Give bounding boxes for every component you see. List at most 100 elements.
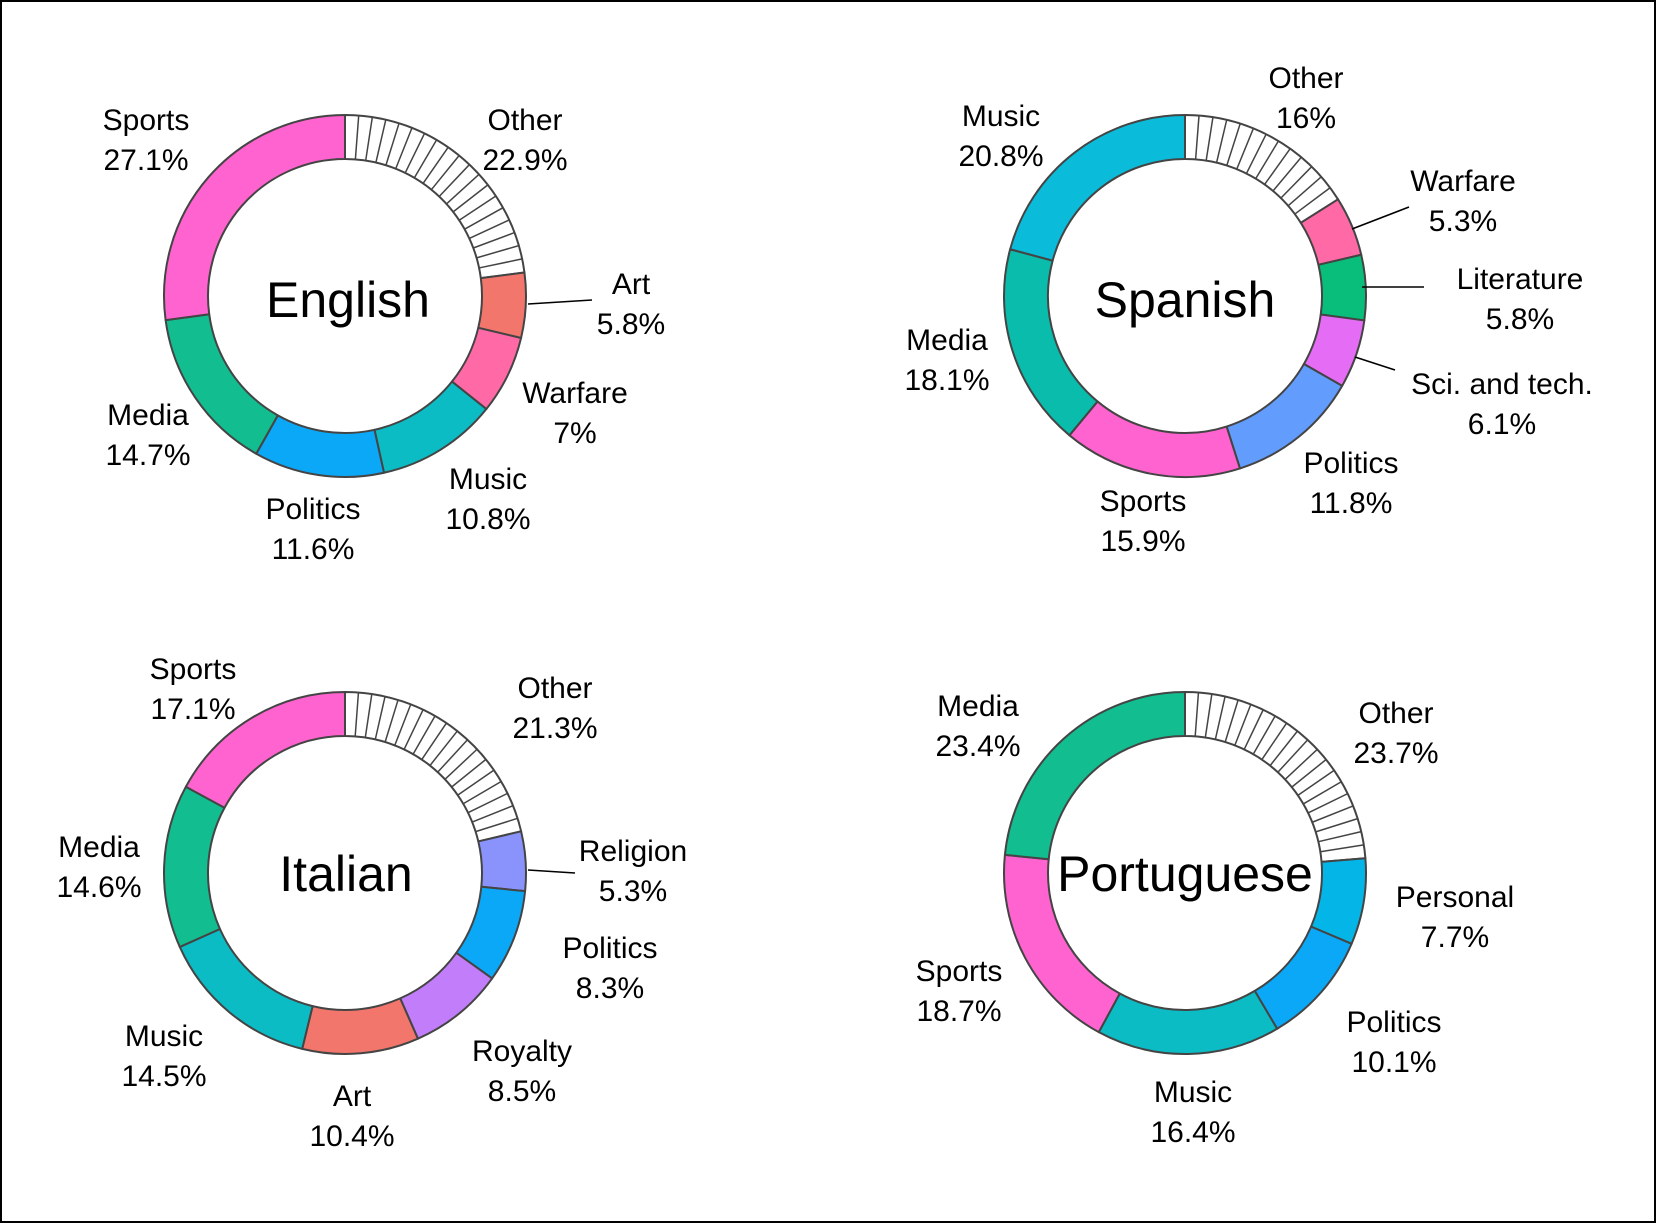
slice-value-art: 5.8% bbox=[597, 308, 665, 341]
slice-value-religion: 5.3% bbox=[599, 875, 667, 908]
slice-label-art: Art bbox=[333, 1080, 372, 1113]
slice-value-warfare: 5.3% bbox=[1429, 205, 1497, 238]
donut-chart-portuguese: Other 23.7% Personal 7.7% Politics 10.1% Music… bbox=[916, 690, 1515, 1149]
other-subdivision-line bbox=[1269, 730, 1298, 767]
slice-value-politics: 8.3% bbox=[576, 972, 644, 1005]
slice-value-media: 14.7% bbox=[105, 439, 190, 472]
slice-value-media: 23.4% bbox=[935, 730, 1020, 763]
slice-label-music: Music bbox=[449, 463, 527, 496]
other-subdivision-line bbox=[1280, 166, 1313, 199]
other-subdivision-line bbox=[1261, 722, 1288, 761]
slice-label-music: Music bbox=[125, 1020, 203, 1053]
slice-label-sports: Sports bbox=[150, 653, 237, 686]
slice-value-other: 16% bbox=[1276, 102, 1336, 135]
other-subdivision-line bbox=[1234, 704, 1252, 746]
slice-label-religion: Religion bbox=[579, 835, 687, 868]
label-leader-line bbox=[1351, 206, 1410, 230]
donut-slice-sports bbox=[184, 691, 346, 809]
donut-chart-italian: Other 21.3% Religion 5.3% Politics 8.3%Royalt… bbox=[56, 653, 687, 1153]
slice-value-sports: 15.9% bbox=[1100, 525, 1185, 558]
label-leader-line bbox=[1354, 356, 1396, 371]
slice-label-media: Media bbox=[937, 690, 1019, 723]
slice-label-other: Other bbox=[487, 104, 562, 137]
other-subdivision-line bbox=[473, 231, 515, 249]
other-subdivision-line bbox=[1205, 117, 1214, 161]
other-subdivision-line bbox=[1194, 692, 1200, 737]
other-subdivision-line bbox=[452, 184, 489, 213]
slice-value-music: 10.8% bbox=[445, 503, 530, 536]
other-subdivision-line bbox=[429, 730, 458, 767]
slice-label-music: Music bbox=[1154, 1076, 1232, 1109]
donut-slice-religion bbox=[477, 830, 527, 893]
donut-slice-art bbox=[477, 271, 527, 340]
other-subdivision-line bbox=[394, 127, 413, 169]
other-subdivision-line bbox=[1204, 693, 1213, 738]
donut-slice-music bbox=[1009, 114, 1186, 262]
other-subdivision-line bbox=[444, 748, 478, 780]
other-subdivision-line bbox=[1272, 156, 1302, 192]
other-subdivision-line bbox=[1245, 133, 1267, 174]
slice-label-media: Media bbox=[58, 831, 140, 864]
slice-value-sports: 27.1% bbox=[103, 144, 188, 177]
slice-value-personal: 7.7% bbox=[1421, 921, 1489, 954]
other-subdivision-line bbox=[1243, 709, 1264, 750]
slice-value-warfare: 7% bbox=[553, 417, 596, 450]
slice-label-politics: Politics bbox=[265, 493, 360, 526]
slice-label-warfare: Warfare bbox=[522, 377, 628, 410]
other-subdivision-line bbox=[1307, 792, 1348, 814]
label-leader-line bbox=[527, 299, 593, 305]
slice-label-politics: Politics bbox=[562, 932, 657, 965]
slice-value-literature: 5.8% bbox=[1486, 303, 1554, 336]
donut-chart-spanish: Other 16% Warfare 5.3% Literature 5.8% Sci. an… bbox=[904, 62, 1592, 558]
donut-title: Italian bbox=[279, 846, 412, 902]
other-subdivision-line bbox=[1287, 176, 1322, 207]
slice-value-other: 23.7% bbox=[1353, 737, 1438, 770]
donut-slice-literature bbox=[1317, 253, 1367, 322]
slice-label-other: Other bbox=[1358, 697, 1433, 730]
other-subdivision-line bbox=[1318, 830, 1362, 843]
other-subdivision-line bbox=[437, 739, 469, 773]
label-leader-line bbox=[527, 869, 576, 874]
other-subdivision-line bbox=[412, 715, 436, 755]
other-subdivision-line bbox=[354, 115, 360, 160]
other-subdivision-line bbox=[467, 792, 508, 814]
other-subdivision-line bbox=[464, 207, 504, 230]
slice-label-politics: Politics bbox=[1346, 1006, 1441, 1039]
other-subdivision-line bbox=[471, 804, 514, 823]
donut-slice-media bbox=[1003, 691, 1186, 861]
other-subdivision-line bbox=[364, 693, 373, 738]
slice-label-other: Other bbox=[517, 672, 592, 705]
slice-value-other: 21.3% bbox=[512, 712, 597, 745]
other-subdivision-line bbox=[354, 692, 360, 737]
other-subdivision-line bbox=[364, 116, 374, 161]
slice-value-politics: 11.8% bbox=[1310, 487, 1393, 520]
slice-value-media: 18.1% bbox=[904, 364, 989, 397]
slice-value-media: 14.6% bbox=[56, 871, 141, 904]
slice-label-media: Media bbox=[906, 324, 988, 357]
other-subdivision-line bbox=[1194, 115, 1200, 160]
other-subdivision-line bbox=[1320, 844, 1364, 853]
slice-value-sports: 18.7% bbox=[916, 995, 1001, 1028]
slice-label-music: Music bbox=[962, 100, 1040, 133]
other-subdivision-line bbox=[1302, 781, 1342, 805]
slice-label-royalty: Royalty bbox=[472, 1035, 572, 1068]
other-subdivision-line bbox=[394, 704, 412, 746]
slice-value-music: 16.4% bbox=[1150, 1116, 1235, 1149]
other-subdivision-line bbox=[476, 244, 520, 259]
slice-value-sports: 17.1% bbox=[150, 693, 235, 726]
other-subdivision-line bbox=[1215, 119, 1228, 163]
slice-value-sci-and-tech: 6.1% bbox=[1468, 408, 1536, 441]
other-subdivision-line bbox=[1315, 817, 1358, 833]
slice-value-royalty: 8.5% bbox=[488, 1075, 556, 1108]
other-subdivision-line bbox=[384, 699, 399, 743]
donut-title: Spanish bbox=[1095, 272, 1276, 328]
other-subdivision-line bbox=[475, 817, 518, 833]
slice-value-music: 20.8% bbox=[958, 140, 1043, 173]
slice-value-art: 10.4% bbox=[309, 1120, 394, 1153]
donut-title: English bbox=[266, 272, 430, 328]
other-subdivision-line bbox=[478, 258, 523, 269]
other-subdivision-line bbox=[385, 123, 400, 166]
slice-label-warfare: Warfare bbox=[1410, 165, 1516, 198]
slice-label-politics: Politics bbox=[1303, 447, 1398, 480]
